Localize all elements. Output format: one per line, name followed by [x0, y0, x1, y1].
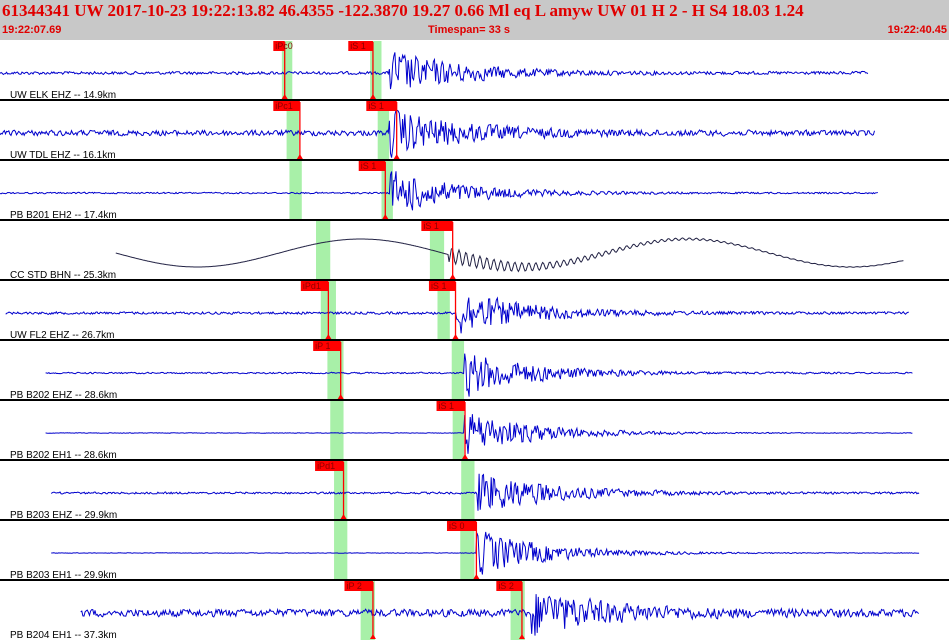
pick-flag: [300, 281, 329, 291]
pick-label: iS 1: [439, 401, 455, 411]
trace-row: iS 0 PB B203 EH1 -- 29.9km: [0, 519, 949, 581]
pick-label: iS 1: [423, 221, 439, 231]
station-label: UW TDL EHZ -- 16.1km: [10, 150, 116, 161]
pick-marker-icon: [462, 454, 469, 459]
p-window-band: [316, 221, 331, 280]
pick-marker-icon: [296, 154, 303, 159]
p-window-band: [286, 101, 299, 160]
station-label: PB B202 EHZ -- 28.6km: [10, 390, 117, 401]
s-window-band: [452, 401, 465, 460]
station-label: PB B203 EH1 -- 29.9km: [10, 570, 117, 581]
pick-flag: [315, 461, 344, 471]
pick-label: iPc1: [275, 101, 293, 111]
pick-label: iS 0: [449, 521, 465, 531]
pick-marker-icon: [337, 394, 344, 399]
waveform-trace: [51, 531, 920, 575]
trace-row: iPc1 iS 1 UW TDL EHZ -- 16.1km: [0, 99, 949, 161]
event-header: 61344341 UW 2017-10-23 19:22:13.82 46.43…: [0, 0, 949, 40]
station-label: CC STD BHN -- 25.3km: [10, 270, 116, 281]
trace-row: iPd1 PB B203 EHZ -- 29.9km: [0, 459, 949, 521]
pick-flag: [344, 581, 373, 591]
pick-flag: [273, 101, 300, 111]
s-window-band: [510, 581, 525, 640]
station-label: UW FL2 EHZ -- 26.7km: [10, 330, 114, 341]
s-window-band: [381, 161, 393, 220]
event-summary-text: 61344341 UW 2017-10-23 19:22:13.82 46.43…: [2, 1, 804, 20]
p-window-band: [289, 161, 302, 220]
pick-label: iS 1: [368, 101, 384, 111]
timespan-label: Timespan= 33 s: [428, 24, 511, 36]
waveform-trace: [0, 52, 869, 90]
pick-flag: [428, 281, 456, 291]
pick-label: iS 1: [350, 41, 366, 51]
pick-marker-icon: [449, 274, 456, 279]
p-window-band: [281, 41, 293, 100]
p-window-band: [327, 341, 344, 400]
pick-marker-icon: [452, 334, 459, 339]
pick-flag: [348, 41, 373, 51]
station-label: PB B204 EH1 -- 37.3km: [10, 630, 117, 640]
waveform-trace: [0, 109, 875, 158]
pick-label: iS 1: [361, 161, 377, 171]
waveform-trace: [0, 171, 878, 211]
pick-flag: [436, 401, 466, 411]
pick-label: iPd1: [303, 281, 321, 291]
pick-label: iP 1: [315, 341, 330, 351]
s-window-band: [370, 41, 382, 100]
waveform-trace: [45, 353, 913, 397]
pick-flag: [358, 161, 386, 171]
s-window-band: [377, 101, 390, 160]
pick-flag: [446, 521, 477, 531]
pick-label: iS 1: [431, 281, 447, 291]
pick-label: iPd1: [317, 461, 335, 471]
pick-flag: [496, 581, 522, 591]
s-window-band: [437, 281, 450, 340]
p-window-band: [360, 581, 375, 640]
seismogram-panel[interactable]: iPc0 iS 1 UW ELK EHZ -- 14.9km iPc1 iS 1 UW T…: [0, 40, 949, 640]
event-summary-line: 61344341 UW 2017-10-23 19:22:13.82 46.43…: [2, 1, 947, 23]
pick-marker-icon: [382, 214, 389, 219]
pick-flag: [273, 41, 285, 51]
pick-marker-icon: [473, 574, 480, 579]
station-label: PB B201 EH2 -- 17.4km: [10, 210, 117, 221]
waveform-trace: [115, 237, 904, 273]
pick-label: iP 2: [346, 581, 361, 591]
waveform-trace: [45, 414, 913, 454]
trace-row: iP 1 PB B202 EHZ -- 28.6km: [0, 339, 949, 401]
trace-row: iPd1 iS 1 UW FL2 EHZ -- 26.7km: [0, 279, 949, 341]
trace-row: iP 2 iS 2 PB B204 EH1 -- 37.3km: [0, 579, 949, 640]
waveform-trace: [5, 296, 909, 334]
p-window-band: [334, 521, 348, 580]
station-label: PB B203 EHZ -- 29.9km: [10, 510, 117, 521]
trace-row: iS 1 PB B201 EH2 -- 17.4km: [0, 159, 949, 221]
station-label: UW ELK EHZ -- 14.9km: [10, 90, 116, 101]
pick-flag: [366, 101, 397, 111]
trace-row: iS 1 CC STD BHN -- 25.3km: [0, 219, 949, 281]
s-window-band: [451, 341, 465, 400]
trace-row: iS 1 PB B202 EH1 -- 28.6km: [0, 399, 949, 461]
waveform-trace: [80, 594, 920, 636]
s-window-band: [429, 221, 445, 280]
pick-marker-icon: [393, 154, 400, 159]
pick-flag: [313, 341, 341, 351]
pick-marker-icon: [518, 634, 525, 639]
pick-marker-icon: [369, 94, 376, 99]
station-label: PB B202 EH1 -- 28.6km: [10, 450, 117, 461]
waveform-trace: [50, 473, 920, 511]
pick-marker-icon: [325, 334, 332, 339]
pick-marker-icon: [369, 634, 376, 639]
p-window-band: [330, 401, 344, 460]
pick-flag: [421, 221, 453, 231]
pick-label: iPc0: [275, 41, 293, 51]
pick-label: iS 2: [498, 581, 514, 591]
s-window-band: [460, 521, 475, 580]
start-time-label: 19:22:07.69: [2, 24, 62, 36]
end-time-label: 19:22:40.45: [887, 24, 947, 36]
pick-marker-icon: [340, 514, 347, 519]
pick-marker-icon: [281, 94, 288, 99]
s-window-band: [461, 461, 475, 520]
trace-row: iPc0 iS 1 UW ELK EHZ -- 14.9km: [0, 41, 869, 101]
